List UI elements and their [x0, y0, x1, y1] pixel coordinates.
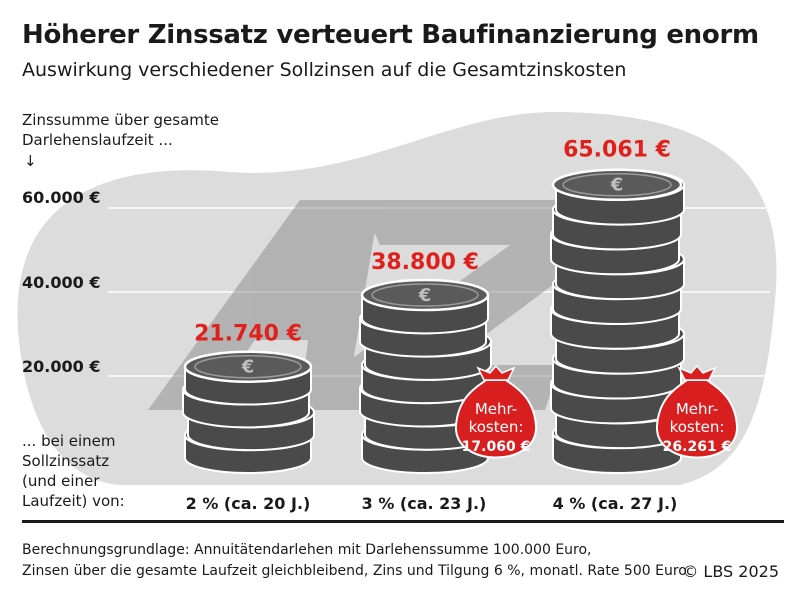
y-axis-label: Zinssumme über gesamte Darlehenslaufzeit… — [22, 110, 219, 150]
extra-cost-label: Mehr- — [676, 400, 718, 418]
euro-icon: € — [418, 285, 432, 306]
value-label: 65.061 € — [563, 138, 671, 163]
x-axis-label-line: Sollzinssatz — [22, 452, 110, 470]
extra-cost-label: kosten: — [469, 418, 524, 436]
x-axis-label-line: ... bei einem — [22, 432, 116, 450]
category-label: 3 % (ca. 23 J.) — [361, 494, 487, 513]
y-axis-label-line: Zinssumme über gesamte — [22, 111, 219, 129]
x-axis-label-line: (und einer — [22, 472, 100, 490]
value-label: 21.740 € — [194, 322, 302, 347]
coin-top — [360, 278, 490, 312]
coin-stack: € — [550, 168, 685, 474]
extra-cost-label: kosten: — [670, 418, 725, 436]
money-bag: Mehr-kosten: 26.261 € — [655, 364, 739, 459]
value-labels: 21.740 € 38.800 € 65.061 € — [194, 138, 671, 347]
y-axis-label-line: Darlehenslaufzeit ... — [22, 131, 173, 149]
baseline — [22, 520, 784, 523]
coin-top — [183, 350, 313, 383]
category-label: 2 % (ca. 20 J.) — [185, 494, 311, 513]
copyright: © LBS 2025 — [682, 562, 779, 581]
extra-cost-label: Mehr- — [475, 400, 517, 418]
value-label: 38.800 € — [371, 250, 479, 275]
chart-subtitle: Auswirkung verschiedener Sollzinsen auf … — [22, 59, 627, 81]
euro-icon: € — [241, 357, 255, 378]
x-axis-label-line: Laufzeit) von: — [22, 492, 125, 510]
chart-title: Höherer Zinssatz verteuert Baufinanzieru… — [22, 20, 759, 50]
money-bags: Mehr-kosten: 17.060 € Mehr-kosten: 26.261 € — [454, 364, 739, 459]
footnote: Berechnungsgrundlage: Annuitätendarlehen… — [22, 540, 687, 582]
footnote-line: Berechnungsgrundlage: Annuitätendarlehen… — [22, 542, 592, 558]
footnote-line: Zinsen über die gesamte Laufzeit gleichb… — [22, 563, 687, 579]
extra-cost-label: 17.060 € — [462, 439, 531, 455]
coin-stack: € — [359, 278, 492, 474]
down-arrow-icon: ↓ — [24, 152, 37, 170]
extra-cost-label: 26.261 € — [663, 439, 732, 455]
coin-stacks: € € € — [182, 168, 685, 474]
coin-top — [551, 168, 683, 201]
euro-icon: € — [610, 175, 624, 196]
category-label: 4 % (ca. 27 J.) — [552, 494, 678, 513]
money-bag: Mehr-kosten: 17.060 € — [454, 364, 538, 459]
y-tick-label: 40.000 € — [22, 273, 101, 292]
y-tick-label: 60.000 € — [22, 188, 101, 207]
y-tick-label: 20.000 € — [22, 357, 101, 376]
x-axis-label: ... bei einem Sollzinssatz (und einer La… — [22, 431, 125, 511]
coin-stack: € — [182, 350, 315, 474]
